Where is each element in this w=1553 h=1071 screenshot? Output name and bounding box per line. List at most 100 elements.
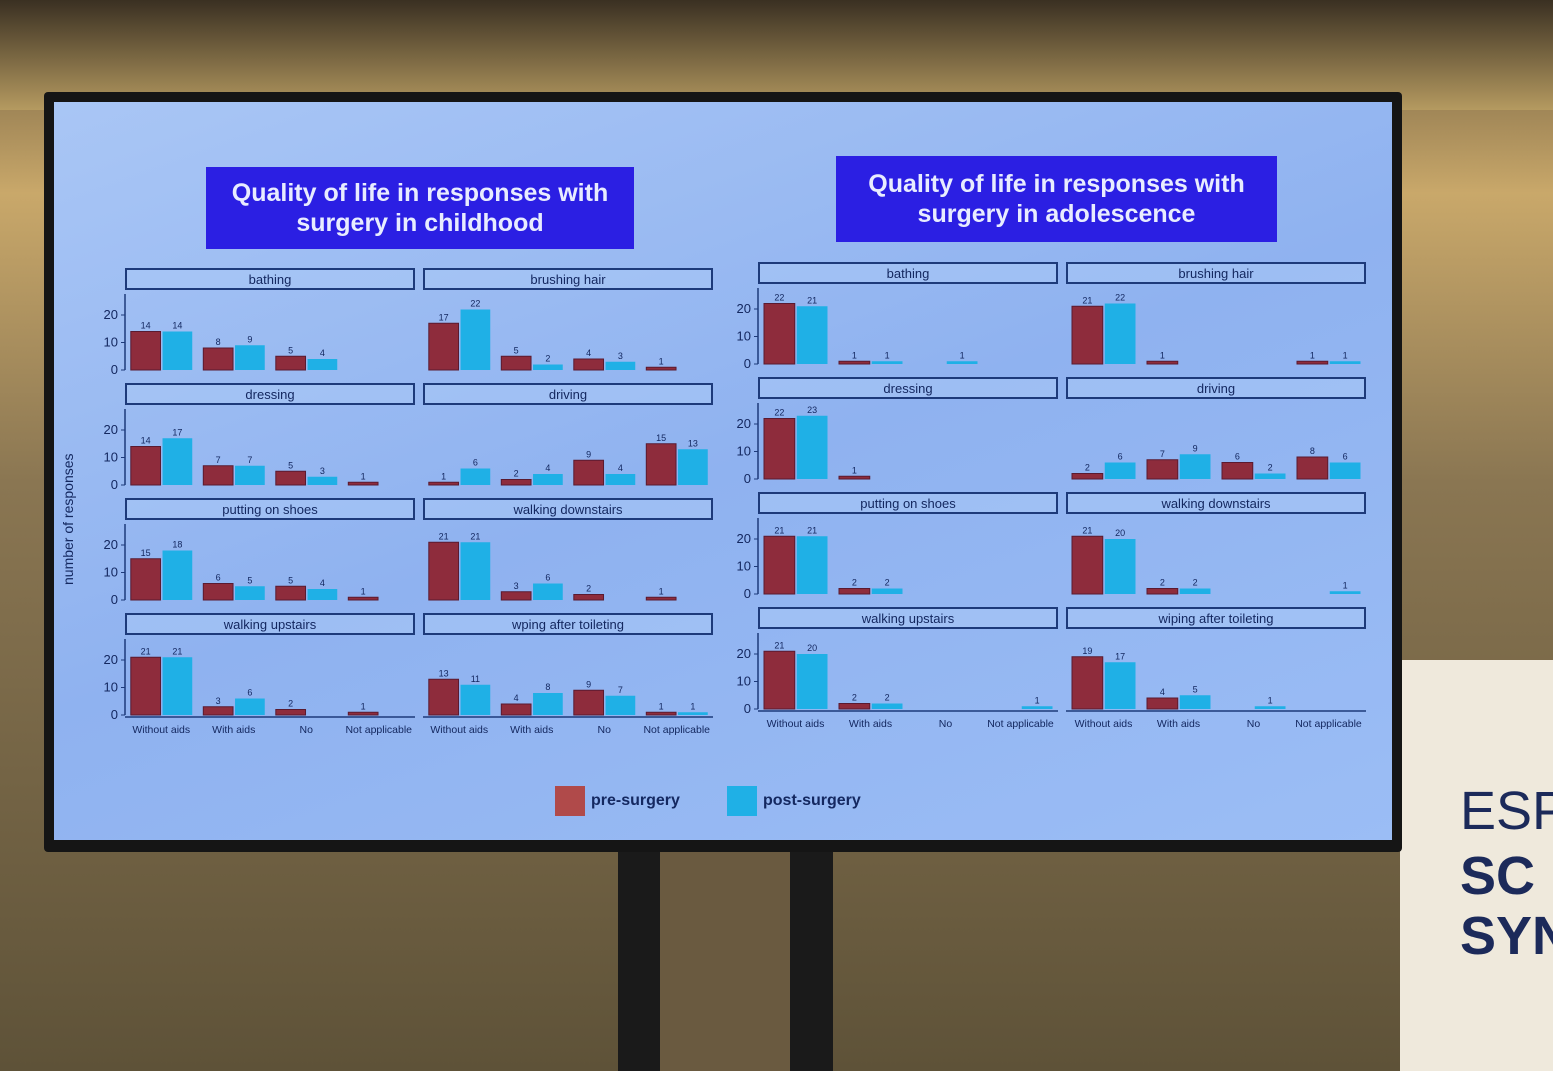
facet-strip-label: walking upstairs	[125, 613, 415, 635]
bar-post	[235, 586, 265, 600]
bar-pre	[202, 465, 234, 486]
bar-pre	[347, 481, 379, 486]
legend-post: post-surgery	[727, 786, 861, 816]
bar-value-label-pre: 1	[1310, 350, 1315, 360]
x-tick-label: Without aids	[430, 724, 488, 736]
facet-plot: Without aids With aids No Not applicable 19 4…	[1066, 646, 1366, 730]
bar-value-label-post: 1	[690, 701, 695, 711]
bar-value-label-pre: 1	[361, 471, 366, 481]
y-tick-label: 10	[737, 559, 751, 574]
bar-pre	[573, 358, 605, 371]
bar-post	[533, 364, 563, 370]
facet-strip-label: driving	[423, 383, 713, 405]
bar-value-label-pre: 7	[1160, 449, 1165, 459]
bar-post	[796, 536, 828, 594]
bar-pre	[1296, 360, 1329, 365]
facet-strip-label: bathing	[758, 262, 1058, 284]
bar-value-label-pre: 19	[1082, 646, 1092, 656]
bar-value-label-pre: 1	[659, 586, 664, 596]
bar-post	[460, 684, 491, 715]
facet-plot: 0 10 20 Without aids With aids No Not applicab…	[737, 633, 1058, 730]
bar-post	[1104, 539, 1136, 594]
bar-value-label-pre: 15	[656, 433, 666, 443]
bar-pre	[428, 541, 460, 601]
facet-strip-label: walking downstairs	[1066, 492, 1366, 514]
bar-pre	[275, 709, 307, 716]
bar-value-label-post: 20	[1115, 528, 1125, 538]
facet-plot: Without aids With aids No Not applicable 13 4…	[423, 668, 713, 736]
bar-value-label-pre: 1	[852, 465, 857, 475]
x-tick-label: No	[1247, 718, 1261, 730]
x-tick-label: With aids	[1157, 718, 1200, 730]
facet-plot: 0 10 20 22 1 21 1 1	[737, 288, 978, 371]
x-tick-label: Without aids	[1075, 718, 1133, 730]
bar-pre	[763, 303, 796, 365]
banner-text: SC	[1460, 846, 1536, 906]
bar-value-label-pre: 21	[774, 640, 784, 650]
bar-value-label-pre: 5	[288, 345, 293, 355]
bar-post	[871, 588, 903, 594]
y-tick-label: 10	[737, 329, 751, 344]
bar-post	[1329, 591, 1361, 594]
bar-post	[1104, 662, 1136, 709]
bar-value-label-pre: 9	[586, 679, 591, 689]
bar-value-label-post: 6	[1118, 452, 1123, 462]
bar-pre	[500, 355, 532, 371]
bar-post	[796, 306, 828, 364]
bar-value-label-post: 22	[470, 299, 480, 309]
bar-value-label-pre: 14	[141, 436, 151, 446]
bar-pre	[347, 711, 379, 716]
bar-post	[796, 654, 828, 709]
x-tick-label: Not applicable	[643, 724, 710, 736]
bar-pre	[500, 591, 532, 601]
bar-value-label-post: 8	[545, 682, 550, 692]
bar-value-label-post: 1	[1268, 695, 1273, 705]
bar-post	[307, 589, 338, 600]
bar-pre	[763, 535, 796, 595]
bar-post	[871, 703, 903, 709]
bar-value-label-post: 4	[320, 348, 325, 358]
bar-post	[162, 331, 193, 370]
y-tick-label: 10	[737, 444, 751, 459]
bar-post	[307, 476, 338, 485]
facet-plot: 21 1 1 22 1	[1071, 293, 1361, 365]
chart-title-childhood: Quality of life in responses with surger…	[206, 167, 634, 249]
bar-value-label-post: 6	[545, 573, 550, 583]
facet-plot: 1 2 9 15 6 4 4 13	[428, 433, 708, 486]
y-tick-label: 10	[104, 680, 118, 695]
bar-value-label-post: 2	[885, 693, 890, 703]
bar-value-label-pre: 21	[439, 531, 449, 541]
legend-label-pre: pre-surgery	[591, 792, 680, 809]
bar-pre	[573, 459, 605, 486]
bar-pre	[275, 470, 307, 486]
bar-value-label-pre: 15	[141, 548, 151, 558]
bar-pre	[1146, 459, 1179, 480]
x-tick-label: Not applicable	[345, 724, 412, 736]
legend-pre: pre-surgery	[555, 786, 680, 816]
bar-pre	[838, 588, 871, 595]
bar-pre	[347, 596, 379, 601]
bar-value-label-pre: 17	[439, 312, 449, 322]
y-tick-label: 10	[104, 565, 118, 580]
y-tick-label: 0	[744, 356, 751, 371]
facet-plot: 2 7 6 8 6 9 2 6	[1071, 443, 1361, 480]
bar-post	[162, 550, 193, 600]
bar-pre	[1146, 360, 1179, 365]
bar-post	[1254, 473, 1286, 479]
bar-post	[605, 361, 636, 370]
facet-strip-label: wiping after toileting	[1066, 607, 1366, 629]
bar-value-label-pre: 8	[1310, 446, 1315, 456]
bar-pre	[1071, 535, 1104, 595]
facet-plot: 0 10 20 22 1 23	[737, 403, 871, 486]
bar-value-label-post: 21	[807, 525, 817, 535]
stand-truss	[660, 852, 790, 1071]
y-tick-label: 20	[104, 652, 118, 667]
bar-post	[533, 693, 563, 715]
bar-post	[1104, 462, 1136, 479]
bar-post	[162, 657, 193, 715]
bar-value-label-pre: 3	[216, 696, 221, 706]
bar-pre	[573, 689, 605, 716]
bar-post	[678, 449, 708, 485]
bar-pre	[838, 703, 871, 710]
bar-post	[235, 465, 265, 485]
